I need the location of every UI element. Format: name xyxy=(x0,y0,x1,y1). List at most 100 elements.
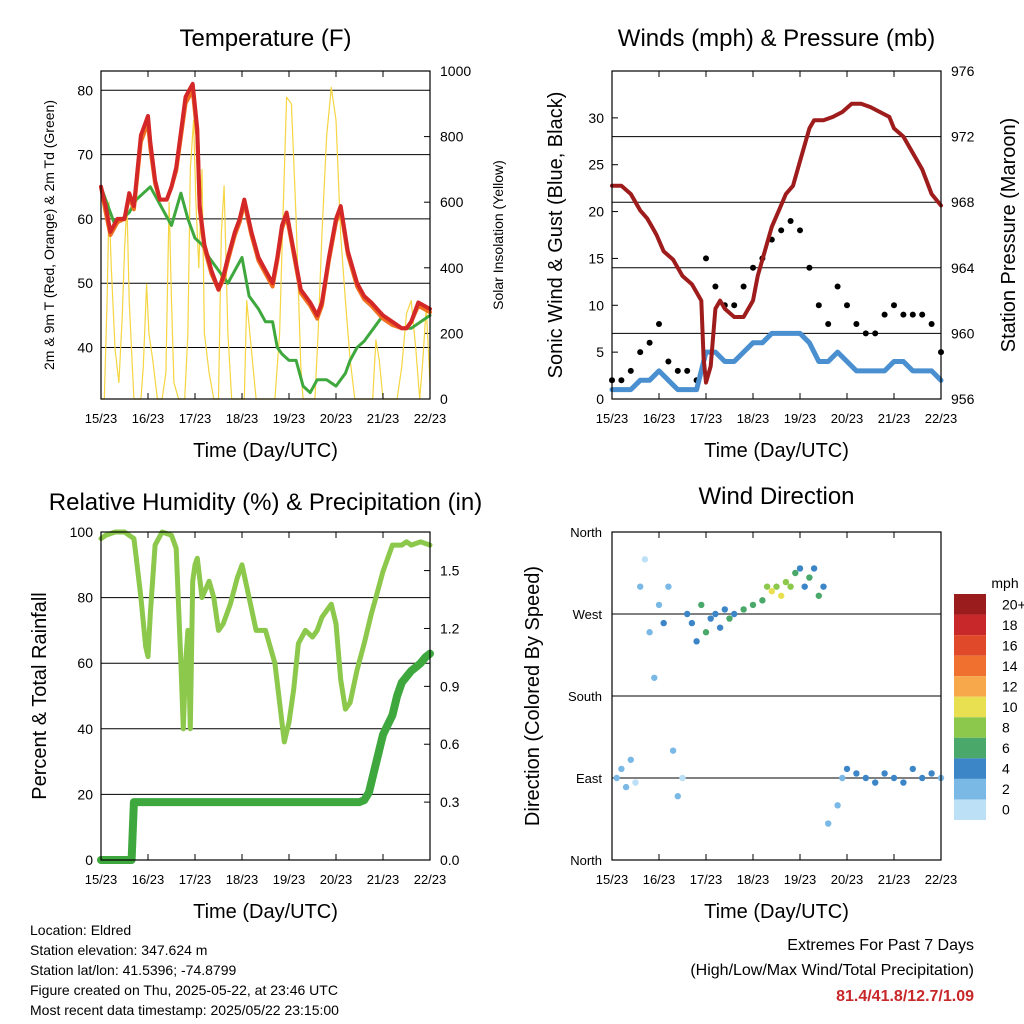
humidity-ylabel: Percent & Total Rainfall xyxy=(29,592,51,800)
direction-point xyxy=(928,770,935,777)
winds-xtick-label: 18/23 xyxy=(737,411,770,426)
gust-point xyxy=(928,321,935,328)
direction-title: Wind Direction xyxy=(698,483,854,510)
colorbar-swatch xyxy=(954,758,986,779)
gust-point xyxy=(674,367,681,374)
humidity-y2tick-label: 0.0 xyxy=(440,852,460,868)
temperature-ylabel: 2m & 9m T (Red, Orange) & 2m Td (Green) xyxy=(41,100,57,370)
direction-point xyxy=(702,629,710,636)
temperature-xtick-label: 22/23 xyxy=(414,411,447,426)
gust-point xyxy=(684,367,691,374)
gust-point xyxy=(891,302,897,309)
colorbar-label: 2 xyxy=(1002,781,1010,797)
winds-xtick-label: 21/23 xyxy=(878,411,911,426)
winds-title: Winds (mph) & Pressure (mb) xyxy=(618,25,935,52)
gust-point xyxy=(703,255,709,262)
direction-point xyxy=(919,774,926,782)
direction-point xyxy=(655,601,663,609)
humidity-ytick-label: 20 xyxy=(77,786,93,802)
colorbar-label: 8 xyxy=(1002,720,1010,736)
direction-point xyxy=(726,615,733,622)
winds-y2tick-label: 972 xyxy=(951,129,975,145)
extremes-heading: Extremes For Past 7 Days xyxy=(787,937,974,954)
direction-ylabel: Direction (Colored By Speed) xyxy=(522,566,544,826)
temperature-xtick-label: 20/23 xyxy=(320,411,353,426)
direction-point xyxy=(825,820,832,827)
gust-point xyxy=(778,227,785,234)
temperature-plot-frame xyxy=(100,70,431,400)
direction-point xyxy=(759,597,766,604)
colorbar-swatch xyxy=(954,676,986,697)
colorbar-swatch xyxy=(954,778,986,800)
direction-xtick-label: 22/23 xyxy=(925,872,958,887)
direction-point xyxy=(693,638,700,645)
winds-ytick-label: 25 xyxy=(588,157,604,173)
direction-point xyxy=(782,578,790,586)
direction-point xyxy=(787,583,794,590)
direction-ytick-label: West xyxy=(573,607,603,622)
winds-plot-frame xyxy=(611,70,942,400)
humidity-xtick-label: 19/23 xyxy=(273,872,306,887)
extremes-block: Extremes For Past 7 Days (High/Low/Max W… xyxy=(690,934,974,1010)
winds-xtick-label: 16/23 xyxy=(643,411,676,426)
humidity-xtick-label: 20/23 xyxy=(320,872,353,887)
colorbar-label: 6 xyxy=(1002,740,1010,756)
winds-y2tick-label: 960 xyxy=(951,325,975,341)
humidity-y2tick-label: 0.6 xyxy=(440,736,460,752)
pressure-line xyxy=(610,101,943,385)
colorbar-title: mph xyxy=(991,575,1018,591)
direction-point xyxy=(801,583,808,590)
latlon-text: Station lat/lon: 41.5396; -74.8799 xyxy=(30,962,237,978)
colorbar-swatch xyxy=(954,614,986,636)
temperature-ytick-label: 40 xyxy=(77,340,93,356)
direction-point xyxy=(881,770,888,777)
colorbar-swatch xyxy=(954,635,986,656)
direction-point xyxy=(900,779,907,786)
humidity-y2tick-label: 1.5 xyxy=(440,563,460,579)
direction-point xyxy=(684,610,691,618)
temperature-ytick-label: 70 xyxy=(77,147,93,163)
direction-point xyxy=(796,565,804,572)
direction-xtick-label: 17/23 xyxy=(690,872,723,887)
gust-point xyxy=(618,377,625,384)
direction-ytick-label: East xyxy=(576,771,602,786)
direction-point xyxy=(820,583,827,590)
colorbar-label: 16 xyxy=(1002,637,1018,653)
direction-point xyxy=(622,783,630,791)
humidity-ytick-label: 40 xyxy=(77,721,93,737)
direction-point xyxy=(810,565,818,572)
direction-point xyxy=(731,610,738,618)
winds-xtick-label: 20/23 xyxy=(831,411,864,426)
extremes-subheading: (High/Low/Max Wind/Total Precipitation) xyxy=(690,962,974,979)
direction-point xyxy=(674,793,681,800)
elevation-text: Station elevation: 347.624 m xyxy=(30,942,208,958)
direction-point xyxy=(890,774,898,782)
colorbar-label: 10 xyxy=(1002,699,1018,715)
winds-y2tick-label: 956 xyxy=(951,391,975,407)
direction-point xyxy=(698,601,705,609)
direction-point xyxy=(763,583,771,590)
direction-point xyxy=(909,765,916,773)
direction-point xyxy=(660,619,667,627)
direction-point xyxy=(872,779,879,786)
direction-point xyxy=(627,756,634,763)
colorbar-label: 12 xyxy=(1002,678,1018,694)
direction-point xyxy=(679,774,686,782)
temperature-y2tick-label: 400 xyxy=(440,260,464,276)
colorbar-label: 0 xyxy=(1002,802,1010,818)
gust-point xyxy=(712,283,719,290)
humidity-xlabel: Time (Day/UTC) xyxy=(193,901,338,923)
winds-xtick-label: 15/23 xyxy=(596,411,629,426)
gust-point xyxy=(862,330,869,337)
direction-xtick-label: 16/23 xyxy=(643,872,676,887)
direction-point xyxy=(768,588,775,595)
gust-point xyxy=(834,283,841,290)
humidity-xtick-label: 17/23 xyxy=(179,872,212,887)
direction-point xyxy=(773,583,780,590)
winds-ytick-label: 5 xyxy=(596,344,604,360)
direction-point xyxy=(716,624,724,631)
created-text: Figure created on Thu, 2025-05-22, at 23… xyxy=(30,982,338,998)
gust-point xyxy=(872,330,879,337)
colorbar-swatch xyxy=(954,696,986,718)
colorbar-swatch xyxy=(954,717,986,738)
